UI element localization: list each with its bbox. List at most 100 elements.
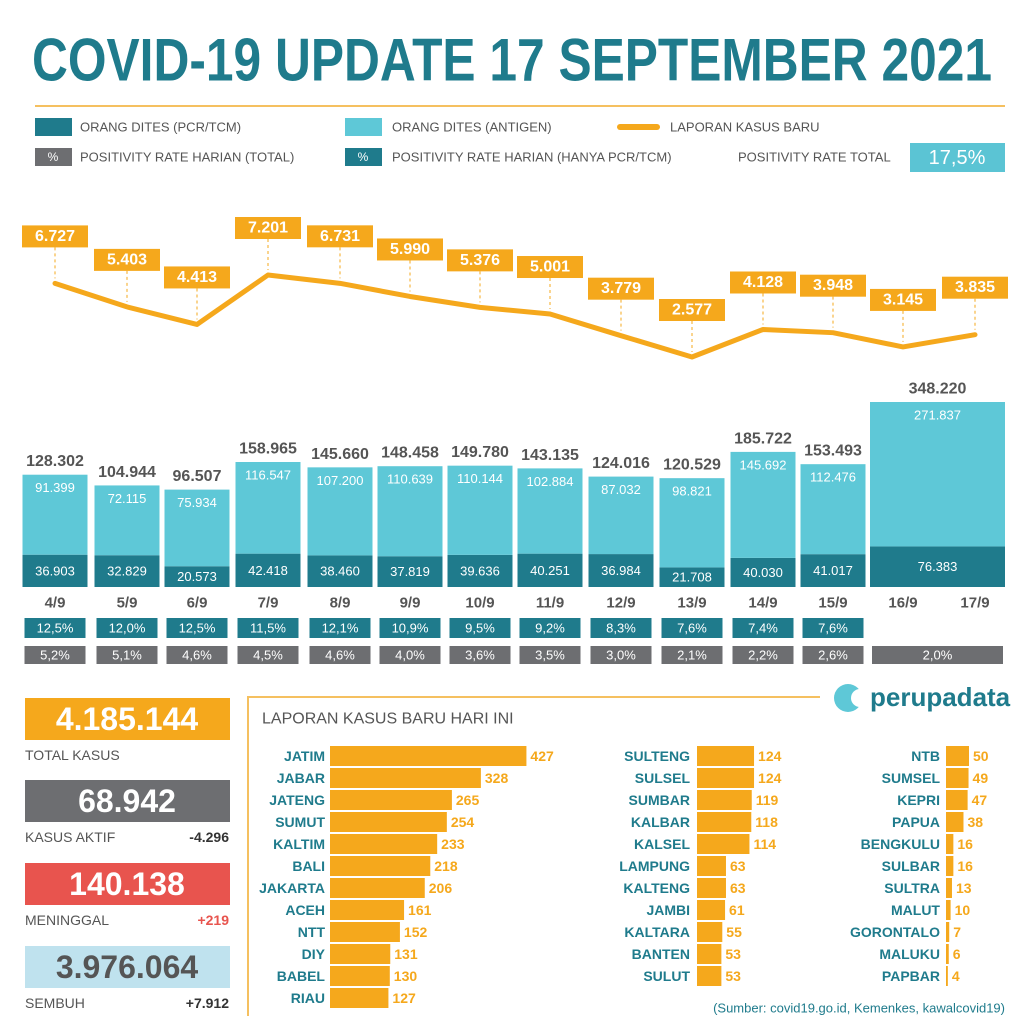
rate-label: 2,0% [923,648,953,663]
value-label: 254 [451,814,475,830]
legend-label: POSITIVITY RATE TOTAL [738,150,891,165]
rate-label: 4,5% [253,648,283,663]
legend-label: POSITIVITY RATE HARIAN (TOTAL) [80,150,294,165]
rate-label: 5,1% [112,648,142,663]
rate-label: 3,0% [606,648,636,663]
value-label: 6.731 [320,228,360,245]
rate-box [96,618,158,638]
bar-antigen [377,466,443,557]
bar [330,922,400,942]
bar [330,746,527,766]
x-tick-label: 16/9 [888,595,917,612]
summary-label: SEMBUH [25,995,85,1011]
province-label: KALTIM [273,836,325,852]
rate-box [802,646,864,664]
legend-swatch [35,148,72,166]
bar-antigen [517,468,583,554]
x-tick-label: 8/9 [330,595,351,612]
province-label: JATIM [284,748,325,764]
rate-label: 10,9% [392,621,429,636]
rate-box [166,646,228,664]
bar [330,768,481,788]
x-tick-label: 17/9 [960,595,989,612]
value-label-box [730,271,796,294]
value-label: 152 [404,924,428,940]
legend-symbol: % [48,150,59,164]
rate-label: 4,6% [325,648,355,663]
province-label: SUMBAR [629,792,690,808]
bar [946,746,969,766]
summary-value: 140.138 [69,866,185,902]
rate-label: 2,6% [818,648,848,663]
legend-label: ORANG DITES (ANTIGEN) [392,120,552,135]
value-label-box [377,238,443,261]
bar-pcr [377,556,443,587]
rate-box [24,646,86,664]
rate-box [449,618,511,638]
province-label: KALSEL [634,836,690,852]
value-label: 206 [429,880,453,896]
province-label: DIY [302,946,326,962]
value-label: 75.934 [177,495,217,510]
value-label: 38 [967,814,983,830]
value-label-box [307,225,373,248]
province-label: BENGKULU [861,836,940,852]
summary-box [25,698,230,740]
x-tick-label: 13/9 [677,595,706,612]
value-label: 36.903 [35,563,75,578]
value-label: 53 [725,968,741,984]
value-label: 36.984 [601,563,641,578]
bar [330,812,447,832]
bar-antigen [659,478,725,568]
value-label: 91.399 [35,480,75,495]
rate-label: 4,6% [182,648,212,663]
rate-box [309,646,371,664]
summary-box [25,946,230,988]
province-label: RIAU [291,990,325,1006]
x-tick-label: 4/9 [45,595,66,612]
value-label-box [588,277,654,300]
bar [330,966,390,986]
rate-box [590,646,652,664]
value-label: 10 [955,902,971,918]
bar [697,790,752,810]
x-tick-label: 10/9 [465,595,494,612]
bar [697,944,722,964]
value-label: 116.547 [245,468,291,483]
value-label: 218 [434,858,458,874]
value-label: 50 [973,748,989,764]
rate-label: 12,1% [322,621,359,636]
province-label: MALUKU [879,946,940,962]
value-label: 118 [755,814,778,830]
province-label: PAPUA [892,814,940,830]
value-label: 16 [957,836,973,852]
value-label: 271.837 [914,408,961,423]
total-label: 145.660 [311,446,369,463]
value-label: 119 [756,792,779,808]
value-label-box [235,217,301,239]
total-label: 153.493 [804,443,862,460]
bar-antigen [307,467,373,556]
province-label: GORONTALO [850,924,940,940]
rate-box [732,618,794,638]
summary-change: +7.912 [186,995,229,1011]
value-label: 427 [530,748,554,764]
province-label: SULTRA [884,880,940,896]
rate-box [237,618,299,638]
value-label: 3.145 [883,291,923,308]
bar [946,922,950,942]
x-tick-label: 14/9 [748,595,777,612]
value-label: 6 [953,946,961,962]
bar [697,966,722,986]
summary-label: KASUS AKTIF [25,829,115,845]
bar [697,746,755,766]
rate-box [872,646,1003,664]
bar [946,834,954,854]
total-label: 124.016 [592,455,650,472]
value-label: 5.403 [107,251,147,268]
value-label: 5.376 [460,252,500,269]
bar-antigen [22,474,88,555]
value-label: 328 [485,770,509,786]
value-label: 131 [394,946,418,962]
